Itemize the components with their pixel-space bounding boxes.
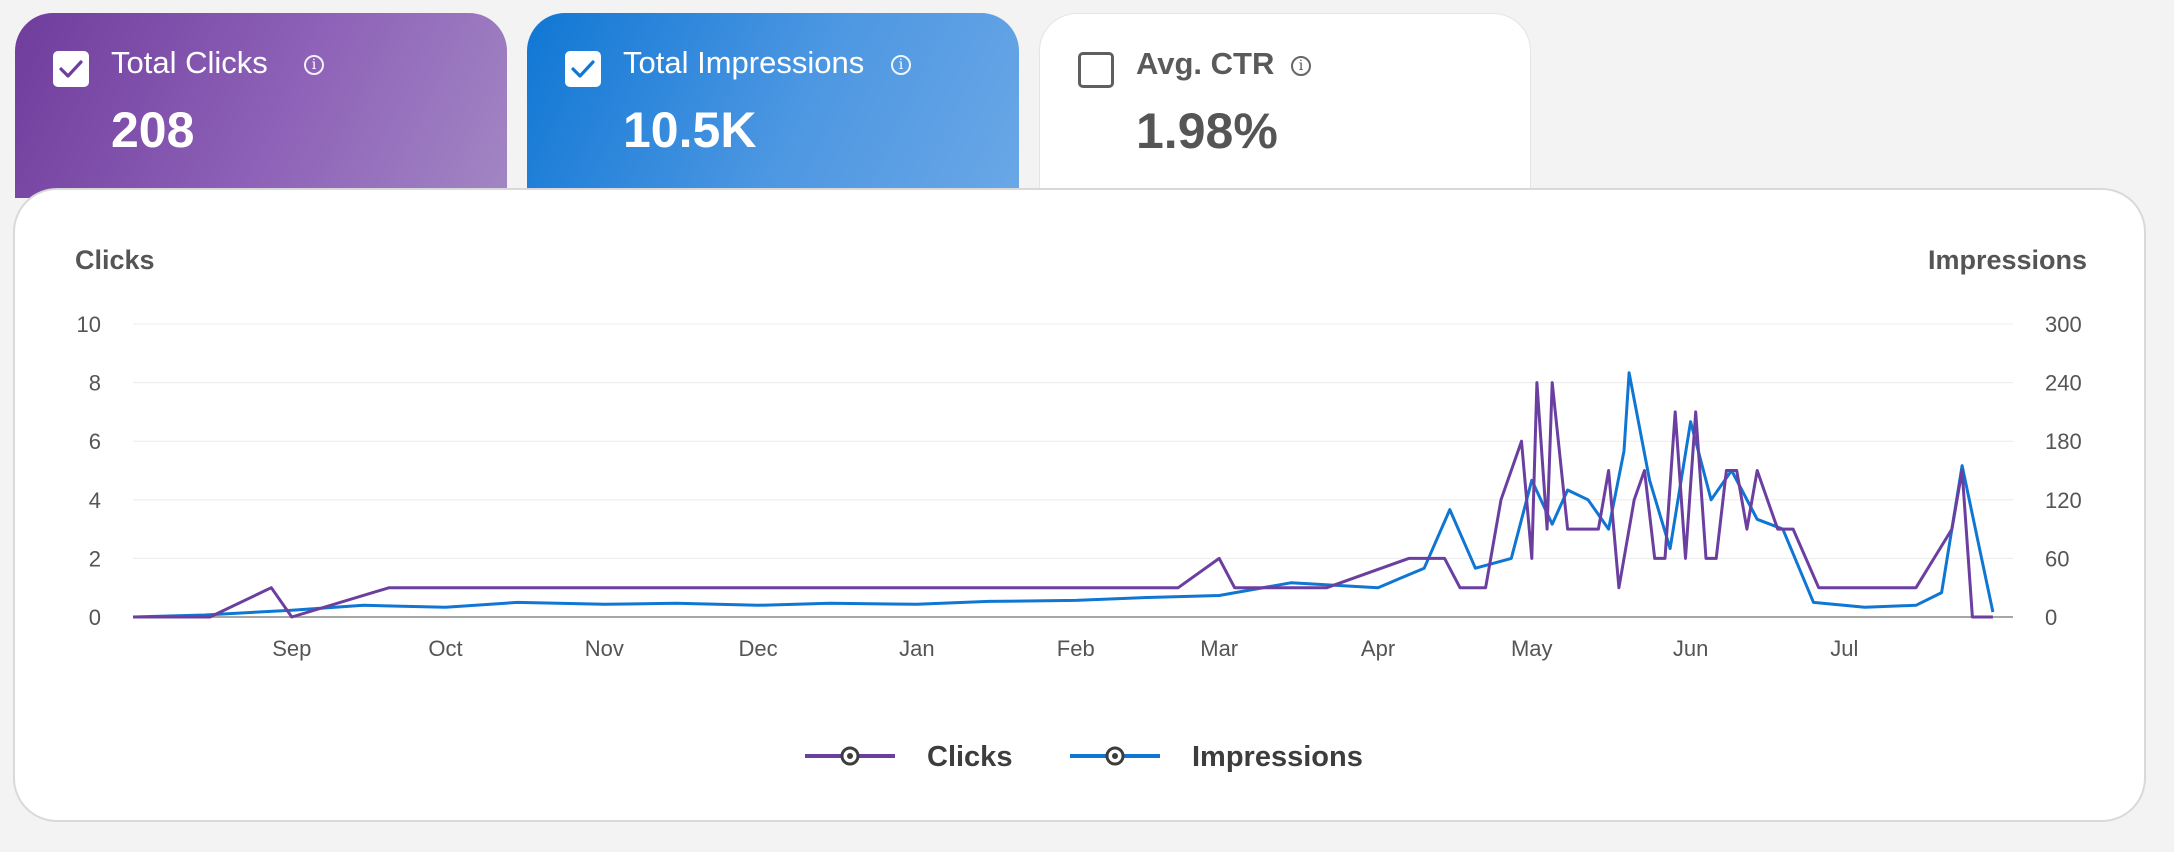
legend-label-clicks: Clicks (927, 741, 1012, 773)
x-tick-label: Jun (1673, 636, 1708, 661)
series-line-clicks (133, 381, 1993, 619)
right-tick-label: 0 (2045, 605, 2057, 630)
right-axis-title: Impressions (1928, 245, 2087, 275)
legend: Clicks Impressions (805, 741, 1363, 773)
performance-chart: Clicks Impressions 0 2 4 6 8 10 0 60 120 180 240 3… (75, 245, 2087, 773)
metric-label-clicks: Total Clicks (111, 45, 268, 80)
x-tick-label: Feb (1057, 636, 1095, 661)
legend-item-impressions[interactable]: Impressions (1070, 741, 1363, 773)
series (132, 371, 1995, 619)
check-icon (571, 60, 595, 78)
x-tick-label: Jul (1830, 636, 1858, 661)
metric-value-clicks: 208 (111, 102, 195, 158)
metric-label-impressions: Total Impressions (623, 45, 865, 80)
left-axis-title: Clicks (75, 245, 155, 275)
total-clicks-card[interactable]: Total Clicks i 208 (15, 13, 507, 198)
x-tick-label: Apr (1361, 636, 1395, 661)
check-icon (59, 60, 83, 78)
metric-label-ctr: Avg. CTR (1136, 46, 1275, 81)
metric-value-impressions: 10.5K (623, 102, 757, 158)
grid (133, 323, 2013, 618)
x-tick-label: Oct (428, 636, 462, 661)
avg-ctr-card[interactable]: Avg. CTR i 1.98% (1039, 13, 1531, 198)
right-tick-label: 240 (2045, 371, 2082, 396)
legend-item-clicks[interactable]: Clicks (805, 741, 1012, 773)
clicks-checkbox[interactable] (53, 51, 89, 87)
right-tick-label: 120 (2045, 488, 2082, 513)
x-tick-label: May (1511, 636, 1553, 661)
x-tick-label: Nov (585, 636, 624, 661)
legend-label-impressions: Impressions (1192, 741, 1363, 773)
info-circle-icon[interactable]: i (891, 55, 911, 75)
dot-circle-center (1112, 753, 1118, 759)
right-tick-label: 180 (2045, 429, 2082, 454)
left-tick-label: 10 (77, 312, 101, 337)
total-impressions-card[interactable]: Total Impressions i 10.5K (527, 13, 1019, 198)
metric-value-ctr: 1.98% (1136, 103, 1278, 159)
info-circle-icon[interactable]: i (304, 55, 324, 75)
x-axis: Sep Oct Nov Dec Jan Feb Mar Apr May Jun Jul (272, 636, 1858, 661)
right-axis: 0 60 120 180 240 300 (2045, 312, 2082, 630)
left-tick-label: 0 (89, 605, 101, 630)
info-circle-icon[interactable]: i (1291, 56, 1311, 76)
left-tick-label: 4 (89, 488, 101, 513)
right-tick-label: 300 (2045, 312, 2082, 337)
left-tick-label: 8 (89, 371, 101, 396)
performance-chart-panel: Clicks Impressions 0 2 4 6 8 10 0 60 120 180 240 3… (13, 188, 2146, 822)
series-line-impressions (132, 371, 1995, 619)
right-tick-label: 60 (2045, 546, 2069, 571)
x-tick-label: Mar (1200, 636, 1238, 661)
x-tick-label: Dec (739, 636, 778, 661)
dot-circle-center (847, 753, 853, 759)
x-tick-label: Sep (272, 636, 311, 661)
x-tick-label: Jan (899, 636, 934, 661)
left-axis: 0 2 4 6 8 10 (77, 312, 101, 630)
left-tick-label: 2 (89, 546, 101, 571)
ctr-checkbox[interactable] (1078, 52, 1114, 88)
impressions-checkbox[interactable] (565, 51, 601, 87)
left-tick-label: 6 (89, 429, 101, 454)
